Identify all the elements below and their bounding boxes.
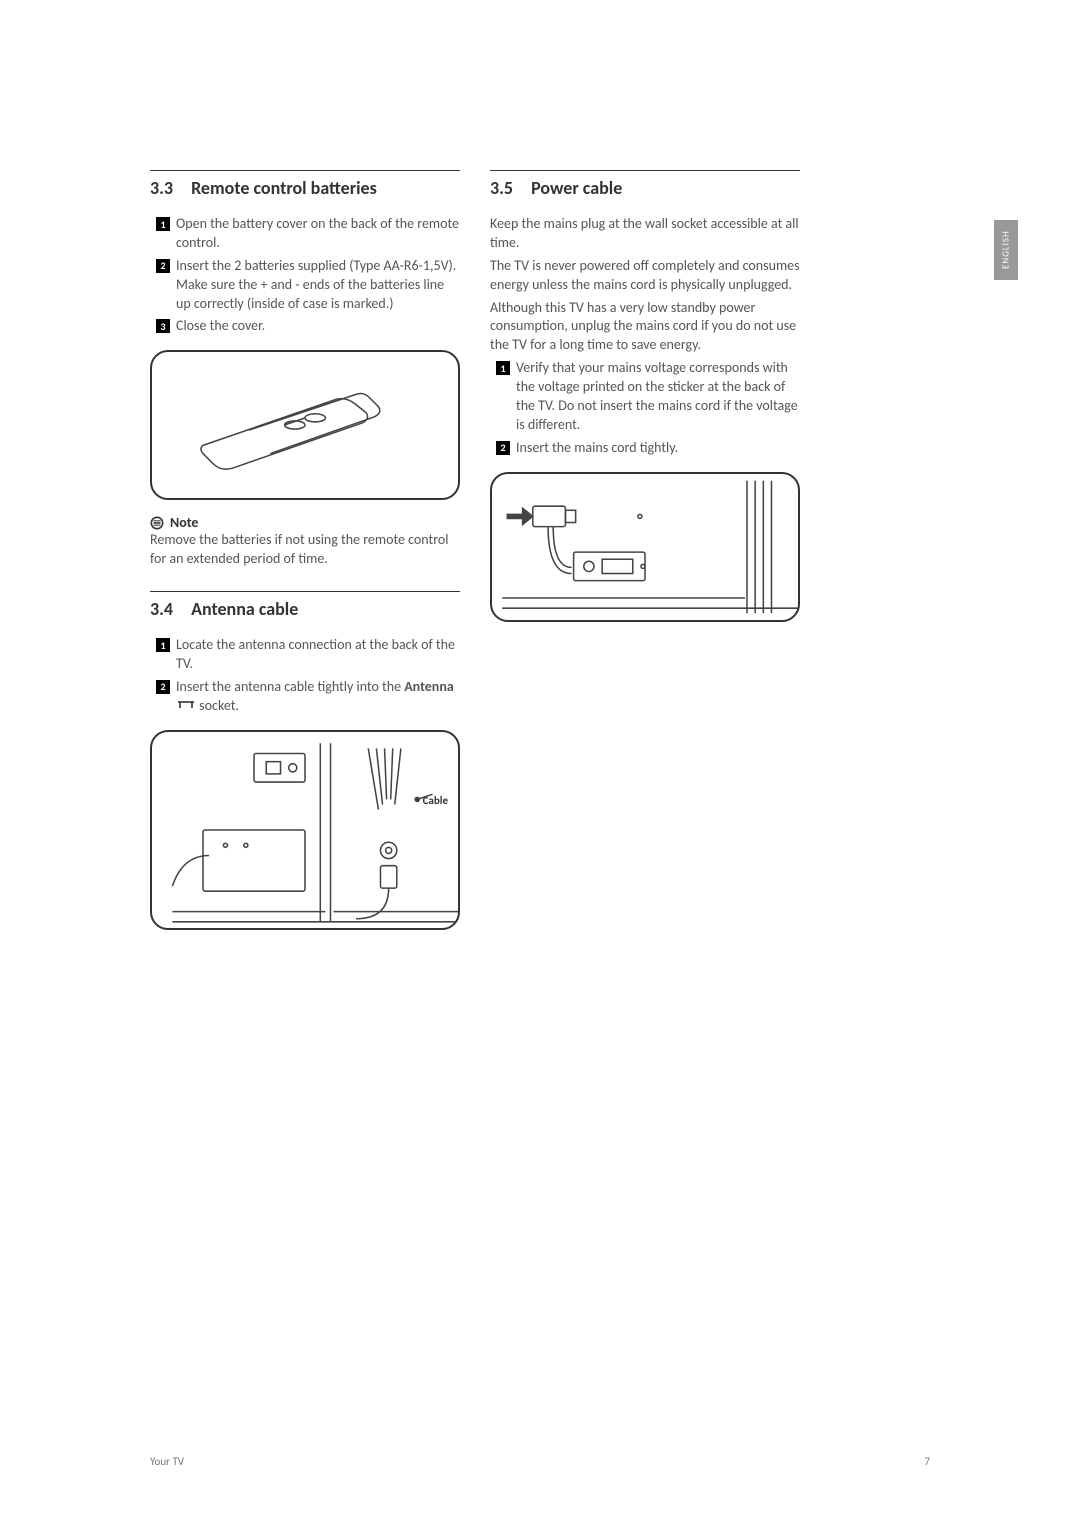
step-number-badge: 1 — [496, 361, 510, 375]
page-content: 3.3 Remote control batteries 1 Open the … — [150, 170, 930, 944]
step-number-badge: 2 — [496, 441, 510, 455]
step-text: Verify that your mains voltage correspon… — [516, 359, 800, 435]
note-heading: Note — [150, 514, 460, 531]
section-number: 3.3 — [150, 177, 173, 199]
step-text: Insert the antenna cable tightly into th… — [176, 678, 460, 716]
footer-left: Your TV — [150, 1455, 184, 1468]
power-illustration — [492, 474, 798, 620]
section-rule — [490, 170, 800, 171]
paragraph: Keep the mains plug at the wall socket a… — [490, 215, 800, 253]
step-text: Open the battery cover on the back of th… — [176, 215, 460, 253]
section-rule — [150, 591, 460, 592]
step-text-part: socket. — [196, 697, 239, 714]
step-item: 2 Insert the antenna cable tightly into … — [156, 678, 460, 716]
step-text: Insert the 2 batteries supplied (Type AA… — [176, 257, 460, 314]
step-item: 1 Open the battery cover on the back of … — [156, 215, 460, 253]
section-title: Remote control batteries — [191, 177, 377, 199]
step-text-bold: Antenna — [404, 678, 454, 695]
page-footer: Your TV 7 — [150, 1455, 930, 1468]
step-number-badge: 3 — [156, 319, 170, 333]
right-column: 3.5 Power cable Keep the mains plug at t… — [490, 170, 800, 944]
step-item: 1 Locate the antenna connection at the b… — [156, 636, 460, 674]
note-icon — [150, 516, 164, 530]
section-number: 3.4 — [150, 598, 173, 620]
section-rule — [150, 170, 460, 171]
step-number-badge: 2 — [156, 259, 170, 273]
paragraph: Although this TV has a very low standby … — [490, 299, 800, 356]
antenna-illustration — [152, 732, 458, 928]
section-heading-34: 3.4 Antenna cable — [150, 598, 460, 620]
figure-power-cable — [490, 472, 800, 622]
antenna-icon — [176, 697, 196, 716]
cable-label: Cable — [423, 794, 448, 807]
left-column: 3.3 Remote control batteries 1 Open the … — [150, 170, 460, 944]
language-tab: ENGLISH — [994, 220, 1018, 280]
section-number: 3.5 — [490, 177, 513, 199]
step-text-part: Insert the antenna cable tightly into th… — [176, 678, 404, 695]
step-text: Insert the mains cord tightly. — [516, 439, 678, 458]
figure-remote-batteries — [150, 350, 460, 500]
step-item: 2 Insert the 2 batteries supplied (Type … — [156, 257, 460, 314]
note-label: Note — [170, 514, 198, 531]
step-text: Locate the antenna connection at the bac… — [176, 636, 460, 674]
note-text: Remove the batteries if not using the re… — [150, 531, 460, 569]
step-item: 3 Close the cover. — [156, 317, 460, 336]
section-title: Antenna cable — [191, 598, 298, 620]
step-text: Close the cover. — [176, 317, 265, 336]
footer-page-number: 7 — [924, 1455, 930, 1468]
section-heading-33: 3.3 Remote control batteries — [150, 177, 460, 199]
step-item: 2 Insert the mains cord tightly. — [496, 439, 800, 458]
step-number-badge: 2 — [156, 680, 170, 694]
section-heading-35: 3.5 Power cable — [490, 177, 800, 199]
step-number-badge: 1 — [156, 638, 170, 652]
paragraph: The TV is never powered off completely a… — [490, 257, 800, 295]
step-number-badge: 1 — [156, 217, 170, 231]
section-title: Power cable — [531, 177, 622, 199]
step-item: 1 Verify that your mains voltage corresp… — [496, 359, 800, 435]
figure-antenna-cable: Cable — [150, 730, 460, 930]
remote-illustration — [152, 352, 458, 498]
